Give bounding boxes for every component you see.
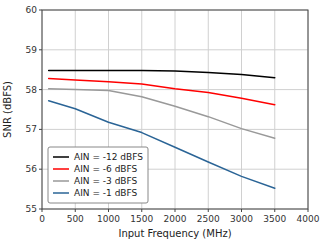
tick-label-y: 59 bbox=[26, 45, 38, 55]
tick-label-x: 1000 bbox=[97, 214, 120, 224]
tick-x bbox=[141, 209, 142, 212]
tick-y bbox=[39, 10, 42, 11]
x-axis-label: Input Frequency (MHz) bbox=[118, 228, 231, 239]
series-line bbox=[49, 71, 275, 78]
background bbox=[0, 0, 322, 243]
grid-line-y bbox=[42, 49, 308, 50]
tick-y bbox=[39, 129, 42, 130]
tick-label-y: 57 bbox=[26, 124, 37, 134]
tick-label-x: 3000 bbox=[230, 214, 253, 224]
tick-x bbox=[308, 209, 309, 212]
tick-label-x: 1500 bbox=[130, 214, 153, 224]
tick-x bbox=[75, 209, 76, 212]
tick-label-x: 3500 bbox=[263, 214, 286, 224]
legend-label: AIN = -6 dBFS bbox=[74, 164, 138, 174]
tick-label-x: 4000 bbox=[297, 214, 320, 224]
tick-label-y: 56 bbox=[26, 164, 38, 174]
grid-line-x bbox=[175, 10, 176, 209]
chart: 0 500 1000 1500 2000 2500 3000 3500 4000 55 56 57 58… bbox=[0, 0, 322, 243]
grid-line-x bbox=[241, 10, 242, 209]
y-axis-label: SNR (dBFS) bbox=[2, 81, 13, 138]
tick-label-x: 2500 bbox=[197, 214, 220, 224]
legend-swatch bbox=[53, 168, 69, 170]
tick-label-x: 2000 bbox=[164, 214, 187, 224]
series-line bbox=[49, 101, 275, 189]
tick-x bbox=[274, 209, 275, 212]
plot-area bbox=[49, 71, 275, 189]
axes: 0 500 1000 1500 2000 2500 3000 3500 4000 55 56 57 58… bbox=[26, 5, 320, 224]
legend-label: AIN = -3 dBFS bbox=[74, 176, 138, 186]
tick-label-y: 58 bbox=[26, 85, 38, 95]
tick-label-y: 55 bbox=[26, 204, 37, 214]
tick-y bbox=[39, 89, 42, 90]
legend-swatch bbox=[53, 180, 69, 182]
grid bbox=[42, 10, 308, 209]
tick-y bbox=[39, 169, 42, 170]
tick-x bbox=[108, 209, 109, 212]
legend-swatch bbox=[53, 192, 69, 194]
grid-line-x bbox=[274, 10, 275, 209]
series-line bbox=[49, 78, 275, 104]
tick-y bbox=[39, 209, 42, 210]
tick-x bbox=[241, 209, 242, 212]
legend: AIN = -12 dBFS AIN = -6 dBFS AIN = -3 dBFS… bbox=[48, 147, 148, 203]
legend-label: AIN = -12 dBFS bbox=[74, 152, 143, 162]
legend-label: AIN = -1 dBFS bbox=[74, 188, 138, 198]
tick-label-x: 0 bbox=[39, 214, 45, 224]
plot-frame bbox=[42, 10, 308, 209]
grid-line-y bbox=[42, 129, 308, 130]
tick-y bbox=[39, 49, 42, 50]
series-line bbox=[49, 89, 275, 138]
tick-label-x: 500 bbox=[67, 214, 84, 224]
tick-x bbox=[175, 209, 176, 212]
tick-x bbox=[208, 209, 209, 212]
grid-line-x bbox=[208, 10, 209, 209]
legend-swatch bbox=[53, 156, 69, 158]
legend-box bbox=[48, 147, 148, 203]
tick-label-y: 60 bbox=[26, 5, 38, 15]
